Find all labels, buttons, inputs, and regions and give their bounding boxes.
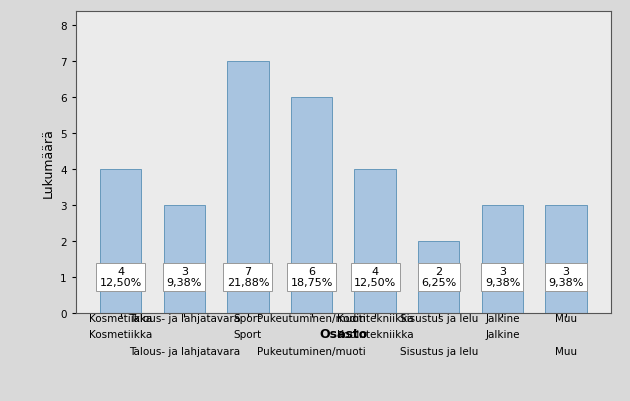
Text: Jalkine: Jalkine — [485, 329, 520, 339]
Text: 7
21,88%: 7 21,88% — [227, 266, 269, 288]
Text: Kosmetiikka: Kosmetiikka — [89, 329, 152, 339]
Bar — [546, 205, 587, 313]
Text: Muu: Muu — [555, 313, 577, 323]
Text: Jalkine: Jalkine — [485, 313, 520, 323]
Text: Kodintekniikka: Kodintekniikka — [337, 313, 413, 323]
Text: 2
6,25%: 2 6,25% — [421, 266, 456, 288]
Text: Talous- ja lahjatavara: Talous- ja lahjatavara — [129, 346, 240, 356]
Text: 3
9,38%: 3 9,38% — [166, 266, 202, 288]
Text: Sport: Sport — [234, 313, 262, 323]
Bar — [100, 170, 141, 313]
Text: Kosmetiikka: Kosmetiikka — [89, 313, 152, 323]
Bar — [355, 170, 396, 313]
Text: Talous- ja lahjatavara: Talous- ja lahjatavara — [129, 313, 240, 323]
Text: 3
9,38%: 3 9,38% — [484, 266, 520, 288]
Text: Sisustus ja lelu: Sisustus ja lelu — [399, 346, 478, 356]
Text: Pukeutuminen/muoti: Pukeutuminen/muoti — [257, 346, 366, 356]
Text: Sisustus ja lelu: Sisustus ja lelu — [399, 313, 478, 323]
Bar — [227, 62, 268, 313]
Text: Kodintekniikka: Kodintekniikka — [337, 329, 413, 339]
Bar — [291, 98, 332, 313]
Text: Sport: Sport — [234, 329, 262, 339]
Text: 6
18,75%: 6 18,75% — [290, 266, 333, 288]
Bar — [164, 205, 205, 313]
Text: 4
12,50%: 4 12,50% — [100, 266, 142, 288]
Y-axis label: Lukumäärä: Lukumäärä — [42, 128, 54, 197]
X-axis label: Osasto: Osasto — [319, 327, 367, 340]
Bar — [418, 241, 459, 313]
Bar — [482, 205, 523, 313]
Text: 4
12,50%: 4 12,50% — [354, 266, 396, 288]
Text: 3
9,38%: 3 9,38% — [548, 266, 584, 288]
Text: Muu: Muu — [555, 346, 577, 356]
Text: Pukeutuminen/muoti: Pukeutuminen/muoti — [257, 313, 366, 323]
